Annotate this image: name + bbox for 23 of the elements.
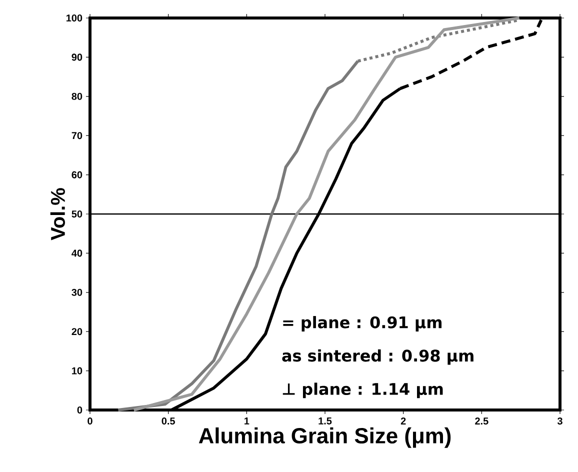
y-tick-label: 100 [66, 14, 82, 22]
y-tick-label: 0 [77, 406, 82, 414]
x-tick-label: 2 [400, 418, 406, 424]
y-tick-label: 70 [72, 132, 82, 140]
x-tick-label: 1 [244, 418, 250, 424]
x-tick-label: 1.5 [318, 418, 332, 424]
x-tick-label: 3 [557, 418, 562, 425]
y-tick-label: 90 [72, 54, 82, 61]
y-tick-label: 40 [72, 250, 82, 257]
y-tick-label: 60 [72, 171, 82, 178]
y-tick-label: 50 [72, 210, 82, 218]
y-tick-label: 10 [72, 367, 82, 374]
x-tick-label: 2.5 [475, 418, 488, 425]
y-tick-label: 30 [72, 288, 82, 296]
x-axis-title: Alumina Grain Size (μm) [198, 427, 451, 448]
annotation: ⊥ plane : 1.14 μm [282, 382, 443, 398]
y-tick-label: 20 [72, 328, 82, 336]
x-tick-label: 0.5 [162, 418, 175, 425]
annotation: = plane : 0.91 μm [283, 316, 442, 332]
annotation: as sintered : 0.98 μm [282, 349, 474, 365]
y-axis-title: Vol.% [50, 188, 66, 240]
y-tick-label: 80 [72, 92, 82, 100]
x-tick-label: 0 [88, 418, 92, 425]
